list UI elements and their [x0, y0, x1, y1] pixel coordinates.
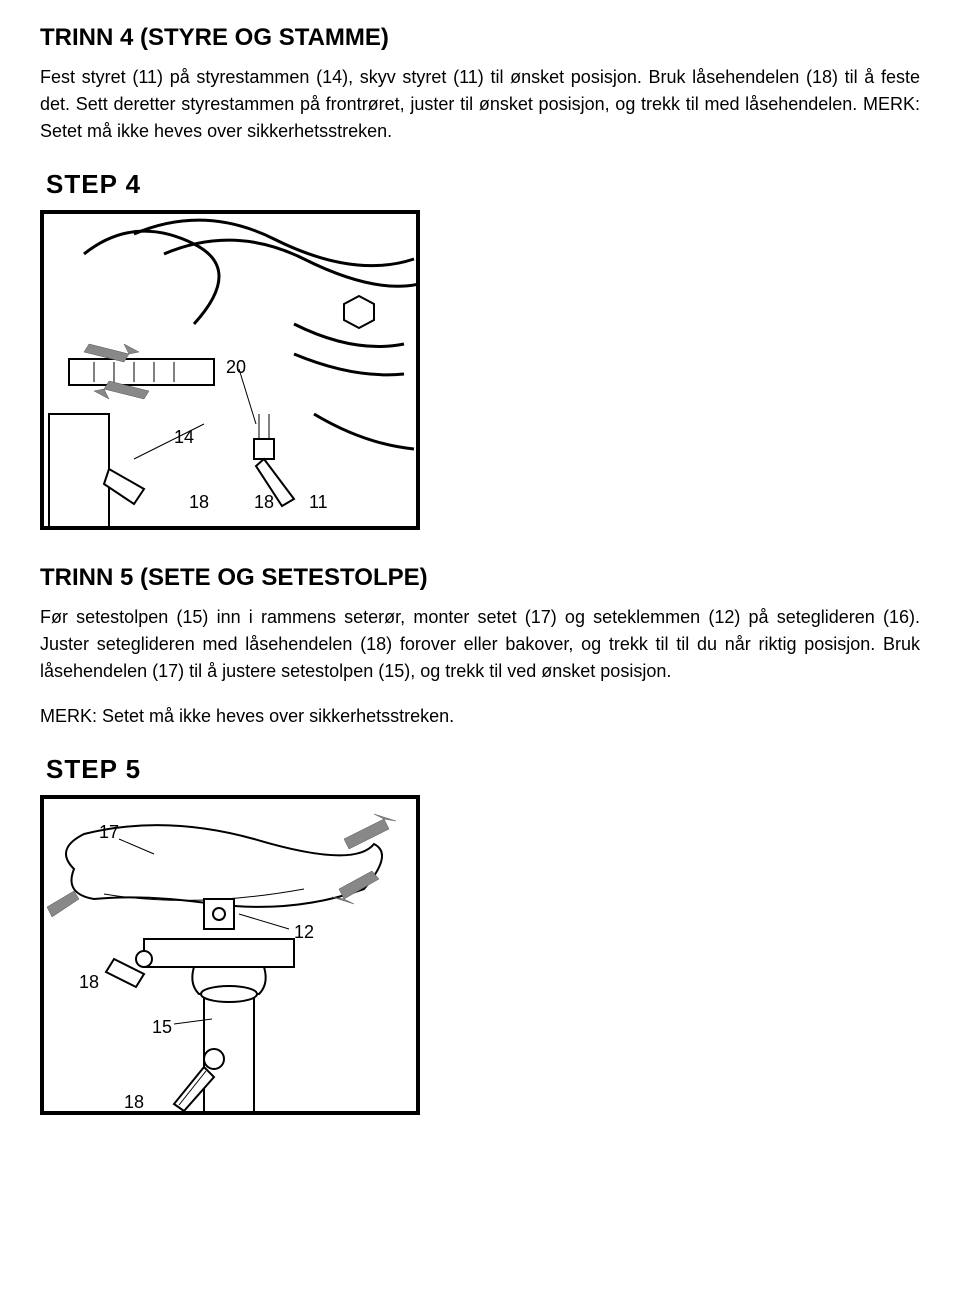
section4-paragraph: Fest styret (11) på styrestammen (14), s…: [40, 64, 920, 145]
step5-callout-18-upper: 18: [79, 969, 99, 996]
step4-callout-18-left: 18: [189, 489, 209, 516]
section4-heading: TRINN 4 (STYRE OG STAMME): [40, 20, 920, 56]
step4-callout-11: 11: [309, 489, 328, 516]
step5-svg: [44, 799, 420, 1115]
step5-callout-17: 17: [99, 819, 119, 846]
step4-label: STEP 4: [40, 165, 920, 204]
step4-callout-14: 14: [174, 424, 194, 451]
step5-callout-15: 15: [152, 1014, 172, 1041]
section5-note: MERK: Setet må ikke heves over sikkerhet…: [40, 703, 920, 730]
step4-figure: 14 18 20 18 11: [40, 210, 420, 530]
step5-callout-12: 12: [294, 919, 314, 946]
section5-heading: TRINN 5 (SETE OG SETESTOLPE): [40, 560, 920, 596]
step4-callout-20: 20: [226, 354, 246, 381]
step5-figure: 17 12 18 15 18: [40, 795, 420, 1115]
section5-paragraph: Før setestolpen (15) inn i rammens seter…: [40, 604, 920, 685]
step5-callout-18-lower: 18: [124, 1089, 144, 1115]
step5-label: STEP 5: [40, 750, 920, 789]
step4-callout-18-center: 18: [254, 489, 274, 516]
